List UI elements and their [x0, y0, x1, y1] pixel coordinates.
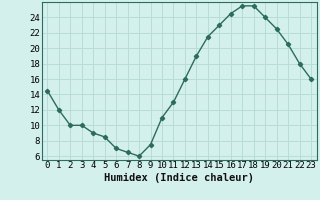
X-axis label: Humidex (Indice chaleur): Humidex (Indice chaleur): [104, 173, 254, 183]
